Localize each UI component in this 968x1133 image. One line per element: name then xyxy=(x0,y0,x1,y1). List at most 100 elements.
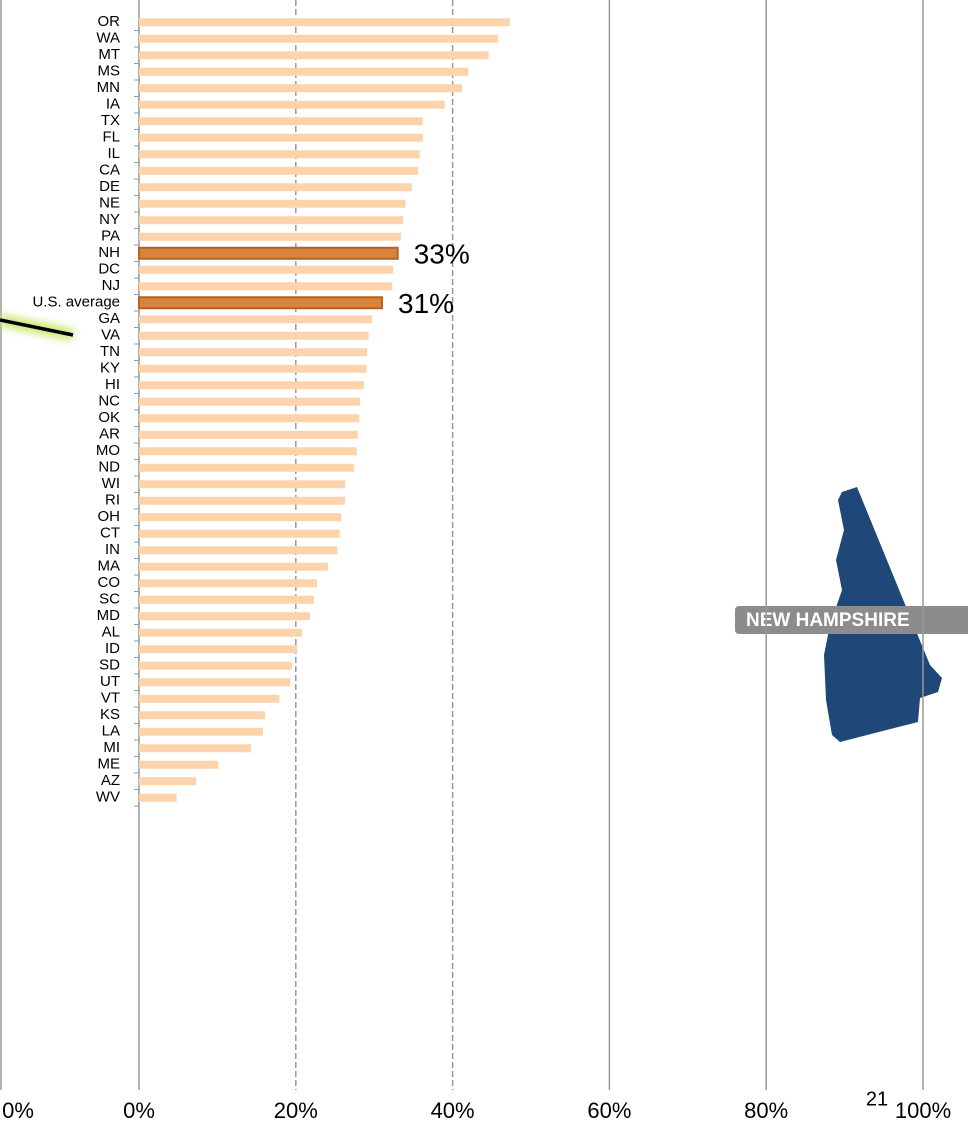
y-tick-label: KY xyxy=(100,360,120,377)
bar xyxy=(139,84,462,92)
left-tick-label: 0% xyxy=(2,1098,34,1123)
y-tick-label: AL xyxy=(102,624,120,641)
value-label: 33% xyxy=(414,239,470,270)
bar xyxy=(139,761,218,769)
bar xyxy=(139,150,420,158)
bar xyxy=(139,662,292,670)
bar xyxy=(139,200,406,208)
bar xyxy=(139,678,290,686)
y-tick-label: OH xyxy=(98,508,121,525)
bar xyxy=(139,365,366,373)
y-tick-label: WV xyxy=(96,789,120,806)
y-tick-label: OK xyxy=(98,409,120,426)
y-tick-label: MN xyxy=(97,79,120,96)
bar xyxy=(139,68,468,76)
bar xyxy=(139,266,393,274)
bar xyxy=(139,480,345,488)
x-tick-label: 100% xyxy=(895,1098,951,1123)
bar xyxy=(139,629,302,637)
bar xyxy=(139,579,317,587)
y-tick-label: RI xyxy=(105,492,120,509)
page-number: 21 xyxy=(866,1088,888,1110)
y-tick-label: MI xyxy=(103,739,120,756)
bar xyxy=(139,233,401,241)
bar xyxy=(139,117,423,125)
y-tick-label: TN xyxy=(100,343,120,360)
x-tick-label: 0% xyxy=(123,1098,155,1123)
y-tick-label: SC xyxy=(99,591,120,608)
y-tick-label: CT xyxy=(100,525,120,542)
y-tick-label: NH xyxy=(98,244,120,261)
y-tick-label: VA xyxy=(101,327,120,344)
bar xyxy=(139,134,423,142)
bar xyxy=(139,431,358,439)
x-tick-label: 60% xyxy=(587,1098,631,1123)
y-tick-label: LA xyxy=(102,723,120,740)
bar xyxy=(139,447,357,455)
y-tick-label: ID xyxy=(105,640,120,657)
y-tick-label: OR xyxy=(98,13,121,30)
y-tick-label: NY xyxy=(99,211,120,228)
bar xyxy=(139,248,398,259)
y-tick-label: PA xyxy=(101,228,120,245)
y-tick-label: UT xyxy=(100,673,120,690)
bar xyxy=(139,794,177,802)
y-tick-label: VT xyxy=(101,690,120,707)
bar xyxy=(139,513,341,521)
bar xyxy=(139,381,364,389)
y-tick-label: AZ xyxy=(101,772,120,789)
y-tick-label: IN xyxy=(105,541,120,558)
bar xyxy=(139,101,445,109)
y-tick-label: DC xyxy=(98,261,120,278)
bar xyxy=(139,546,337,554)
bar xyxy=(139,315,372,323)
y-tick-label: TX xyxy=(101,112,120,129)
y-tick-label: DE xyxy=(99,178,120,195)
bar xyxy=(139,398,360,406)
chart: NEW HAMPSHIRE 0% 21 0% 20% 40% 60% 80% 100% OR… xyxy=(0,0,968,1133)
bar xyxy=(139,51,489,59)
y-tick-label: MS xyxy=(98,63,121,80)
y-tick-label: NE xyxy=(99,195,120,212)
x-tick-label: 20% xyxy=(274,1098,318,1123)
bar xyxy=(139,728,263,736)
y-tick-label: KS xyxy=(100,706,120,723)
y-tick-label: WI xyxy=(102,475,120,492)
x-tick-label: 40% xyxy=(431,1098,475,1123)
bar xyxy=(139,711,265,719)
y-tick-label: AR xyxy=(99,426,120,443)
value-label: 31% xyxy=(398,288,454,319)
y-tick-label: MT xyxy=(98,46,120,63)
bar xyxy=(139,414,359,422)
y-tick-label: WA xyxy=(96,30,120,47)
bar xyxy=(139,35,498,43)
y-tick-label: ND xyxy=(98,459,120,476)
bar xyxy=(139,282,392,290)
y-tick-label: CO xyxy=(98,574,121,591)
bar xyxy=(139,695,279,703)
y-tick-label: ME xyxy=(98,756,121,773)
bar xyxy=(139,183,412,191)
y-tick-label: CA xyxy=(99,162,120,179)
y-tick-label: NC xyxy=(98,393,120,410)
bar xyxy=(139,744,251,752)
y-tick-label: IA xyxy=(106,96,120,113)
y-tick-label: MD xyxy=(97,607,120,624)
y-tick-label: MA xyxy=(98,558,121,575)
bar xyxy=(139,530,340,538)
bar xyxy=(139,563,328,571)
y-tick-label: U.S. average xyxy=(32,294,120,311)
x-tick-label: 80% xyxy=(744,1098,788,1123)
bar xyxy=(139,167,418,175)
bar xyxy=(139,612,310,620)
bar xyxy=(139,596,314,604)
bar xyxy=(139,297,382,308)
y-tick-label: GA xyxy=(98,310,120,327)
y-tick-label: FL xyxy=(102,129,120,146)
bar xyxy=(139,464,354,472)
y-tick-label: NJ xyxy=(102,277,120,294)
map-label: NEW HAMPSHIRE xyxy=(746,610,910,631)
bar xyxy=(139,777,196,785)
bar xyxy=(139,348,367,356)
bar xyxy=(139,332,369,340)
